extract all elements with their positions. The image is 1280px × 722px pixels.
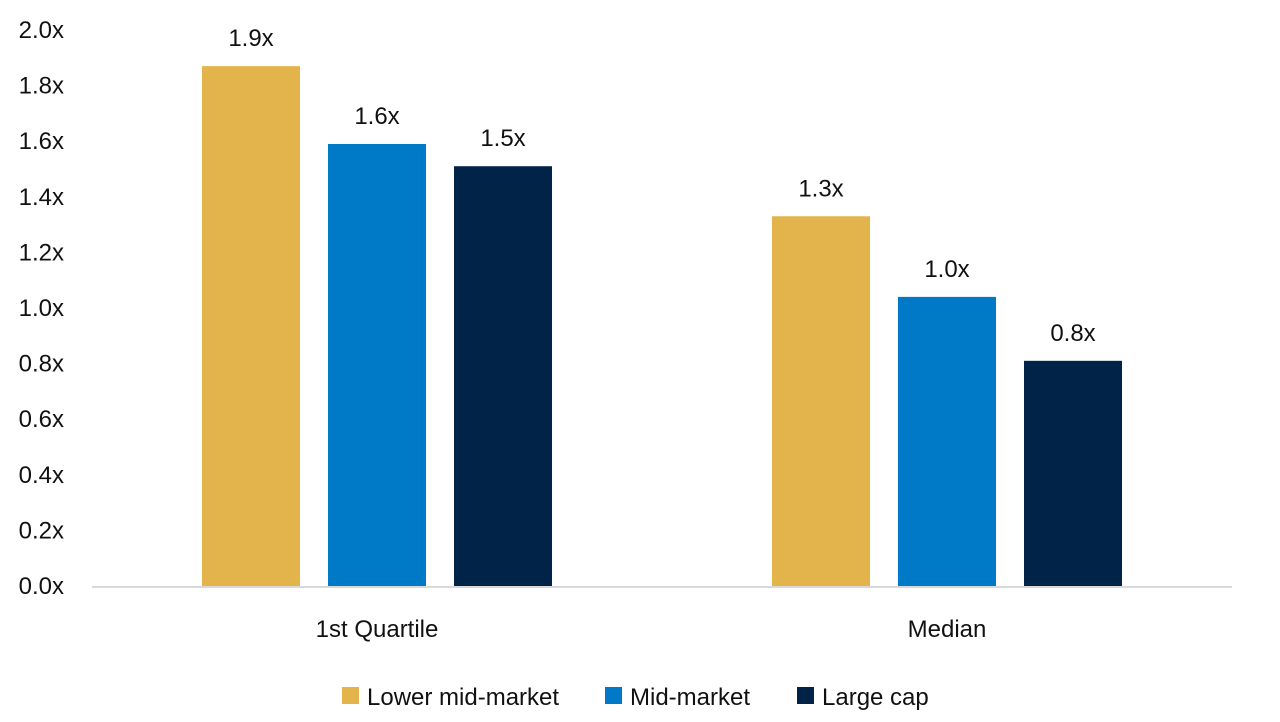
bar [1024, 360, 1122, 586]
y-axis: 0.0x 0.2x 0.4x 0.6x 0.8x 1.0x 1.2x 1.4x 1.6x 1.8x… [19, 17, 64, 600]
data-label: 1.6x [354, 103, 399, 130]
y-tick-label: 0.2x [19, 517, 64, 544]
data-label: 1.5x [480, 125, 525, 152]
y-tick-label: 0.0x [19, 573, 64, 600]
bar [202, 66, 300, 586]
y-tick-label: 0.6x [19, 406, 64, 433]
y-tick-label: 1.8x [19, 73, 64, 100]
data-label: 1.3x [798, 175, 843, 202]
y-tick-label: 1.4x [19, 184, 64, 211]
y-tick-label: 1.6x [19, 128, 64, 155]
data-labels: 1.9x 1.6x 1.5x 1.3x 1.0x 0.8x [228, 25, 1095, 347]
data-label: 1.9x [228, 25, 273, 52]
legend-label: Lower mid-market [367, 684, 559, 711]
bars [202, 66, 1122, 587]
legend-item: Lower mid-market [342, 684, 559, 711]
x-tick-label: 1st Quartile [316, 616, 439, 643]
y-tick-label: 0.4x [19, 462, 64, 489]
x-axis: 1st Quartile Median [316, 616, 987, 643]
y-tick-label: 1.0x [19, 295, 64, 322]
x-tick-label: Median [908, 616, 987, 643]
data-label: 0.8x [1050, 320, 1095, 347]
legend-item: Mid-market [605, 684, 750, 711]
legend-swatch [342, 687, 359, 704]
legend: Lower mid-market Mid-market Large cap [342, 684, 929, 711]
y-tick-label: 2.0x [19, 17, 64, 44]
legend-label: Large cap [822, 684, 929, 711]
y-tick-label: 1.2x [19, 239, 64, 266]
legend-swatch [797, 687, 814, 704]
data-label: 1.0x [924, 256, 969, 283]
legend-label: Mid-market [630, 684, 750, 711]
bar [772, 216, 870, 586]
bar [898, 296, 996, 586]
bar [328, 143, 426, 587]
bar [454, 166, 552, 586]
legend-item: Large cap [797, 684, 929, 711]
y-tick-label: 0.8x [19, 351, 64, 378]
legend-swatch [605, 687, 622, 704]
